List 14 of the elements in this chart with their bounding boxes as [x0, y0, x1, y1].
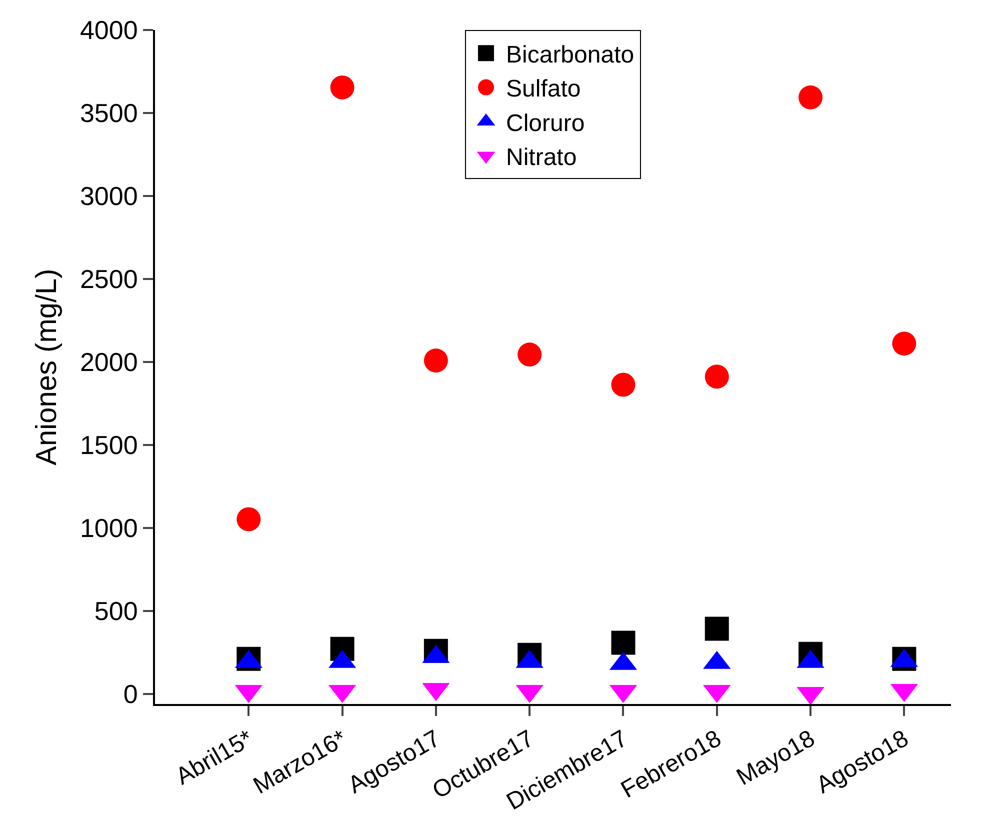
y-tick-label: 2500 — [80, 264, 138, 294]
y-axis-title: Aniones (mg/L) — [30, 268, 63, 466]
y-tick-label: 1500 — [80, 430, 138, 460]
y-tick-label: 500 — [94, 596, 138, 626]
legend-label: Bicarbonato — [506, 41, 634, 68]
y-tick-label: 3000 — [80, 181, 138, 212]
y-tick-label: 4000 — [80, 15, 138, 46]
y-tick-label: 3500 — [80, 98, 138, 128]
legend-label: Nitrato — [506, 144, 577, 172]
legend-label: Cloruro — [506, 110, 585, 137]
y-tick-label: 2000 — [80, 347, 138, 378]
legend-label: Sulfato — [506, 76, 581, 103]
y-tick-label: 0 — [123, 679, 138, 710]
y-tick-label: 1000 — [80, 513, 138, 544]
